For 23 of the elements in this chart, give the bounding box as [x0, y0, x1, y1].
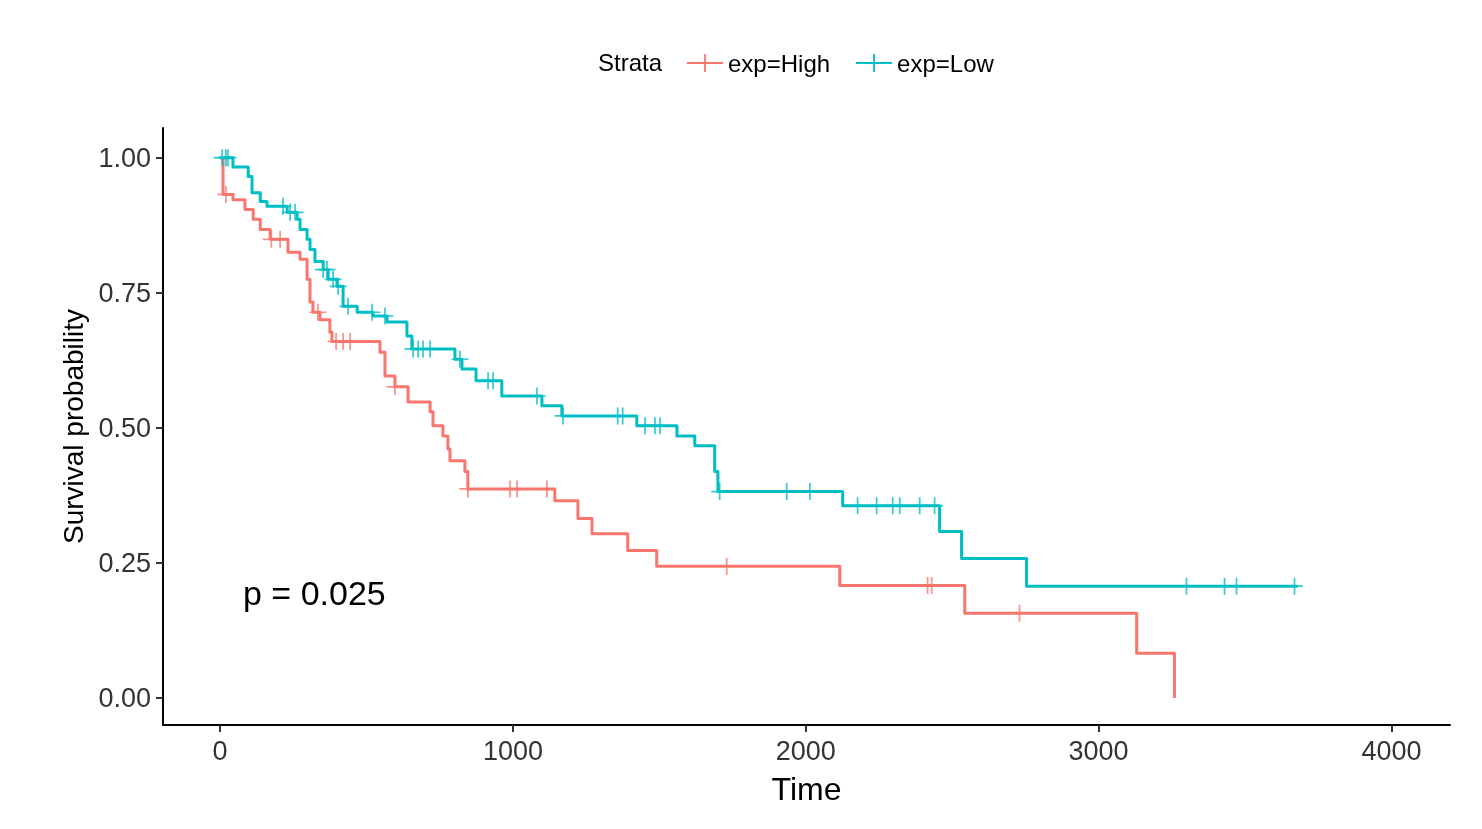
annotation: p = 0.025	[243, 574, 386, 612]
y-tick-label: 0.25	[98, 547, 151, 578]
legend-title: Strata	[598, 48, 663, 76]
point	[329, 277, 347, 295]
y-tick-label: 0.50	[98, 412, 151, 443]
x-tick-label: 4000	[1361, 735, 1422, 766]
x-tick-label: 2000	[775, 735, 836, 766]
y-tick-label: 0.00	[98, 682, 151, 713]
legend-label: exp=High	[728, 49, 831, 77]
point	[339, 297, 357, 315]
point	[309, 303, 327, 321]
x-tick-label: 3000	[1068, 735, 1129, 766]
x-axis-title: Time	[771, 771, 842, 807]
y-tick-label: 1.00	[98, 142, 151, 173]
point	[286, 203, 304, 221]
x-tick-label: 1000	[482, 735, 543, 766]
x-tick-label: 0	[212, 735, 228, 766]
y-tick-label: 0.75	[98, 277, 151, 308]
point	[651, 417, 669, 435]
y-axis-title: Survival probability	[58, 309, 90, 544]
point	[451, 350, 469, 368]
legend-label: exp=Low	[897, 49, 995, 77]
point	[274, 197, 292, 215]
